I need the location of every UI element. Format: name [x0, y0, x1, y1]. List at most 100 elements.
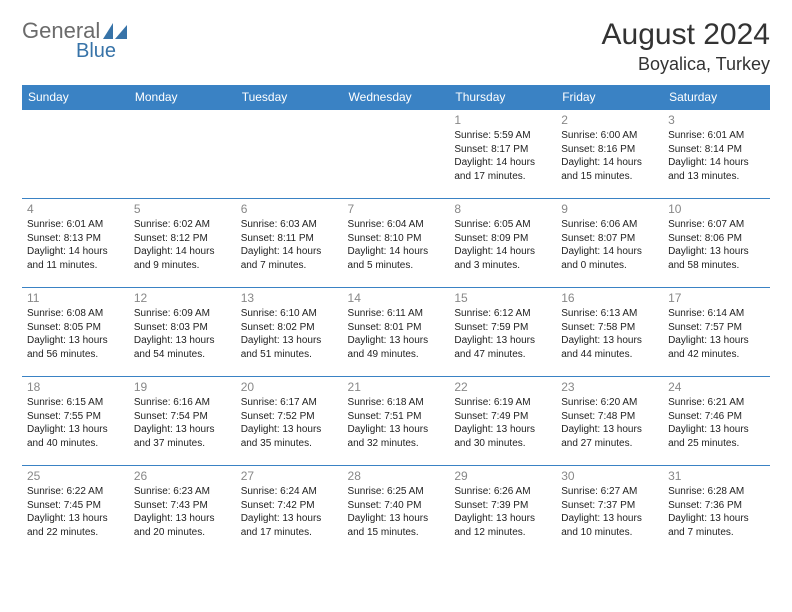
calendar-day-cell: 24Sunrise: 6:21 AMSunset: 7:46 PMDayligh… — [663, 377, 770, 466]
daylight-line: Daylight: 13 hours and 15 minutes. — [348, 512, 445, 539]
calendar-day-cell: 9Sunrise: 6:06 AMSunset: 8:07 PMDaylight… — [556, 199, 663, 288]
calendar-day-cell — [236, 110, 343, 199]
calendar-day-cell: 10Sunrise: 6:07 AMSunset: 8:06 PMDayligh… — [663, 199, 770, 288]
calendar-day-cell: 26Sunrise: 6:23 AMSunset: 7:43 PMDayligh… — [129, 466, 236, 555]
sunset-line: Sunset: 7:58 PM — [561, 321, 658, 335]
day-number: 13 — [241, 291, 338, 305]
sunrise-line: Sunrise: 6:17 AM — [241, 396, 338, 410]
sunrise-line: Sunrise: 5:59 AM — [454, 129, 551, 143]
day-number: 4 — [27, 202, 124, 216]
logo-sail-icon — [103, 23, 127, 39]
sunrise-line: Sunrise: 6:16 AM — [134, 396, 231, 410]
day-number: 19 — [134, 380, 231, 394]
calendar-day-cell — [129, 110, 236, 199]
day-number: 18 — [27, 380, 124, 394]
calendar-day-cell: 12Sunrise: 6:09 AMSunset: 8:03 PMDayligh… — [129, 288, 236, 377]
day-number: 30 — [561, 469, 658, 483]
day-header: Monday — [129, 85, 236, 110]
location: Boyalica, Turkey — [602, 54, 770, 75]
sunrise-line: Sunrise: 6:13 AM — [561, 307, 658, 321]
day-number: 31 — [668, 469, 765, 483]
daylight-line: Daylight: 13 hours and 25 minutes. — [668, 423, 765, 450]
daylight-line: Daylight: 13 hours and 47 minutes. — [454, 334, 551, 361]
daylight-line: Daylight: 13 hours and 17 minutes. — [241, 512, 338, 539]
day-number: 27 — [241, 469, 338, 483]
sunrise-line: Sunrise: 6:10 AM — [241, 307, 338, 321]
logo: General Blue — [22, 18, 127, 44]
day-number: 1 — [454, 113, 551, 127]
day-header: Tuesday — [236, 85, 343, 110]
day-number: 28 — [348, 469, 445, 483]
day-number: 6 — [241, 202, 338, 216]
sunrise-line: Sunrise: 6:15 AM — [27, 396, 124, 410]
sunrise-line: Sunrise: 6:06 AM — [561, 218, 658, 232]
sunset-line: Sunset: 7:40 PM — [348, 499, 445, 513]
logo-text-blue: Blue — [76, 40, 116, 63]
daylight-line: Daylight: 13 hours and 32 minutes. — [348, 423, 445, 450]
daylight-line: Daylight: 14 hours and 3 minutes. — [454, 245, 551, 272]
daylight-line: Daylight: 14 hours and 7 minutes. — [241, 245, 338, 272]
day-number: 16 — [561, 291, 658, 305]
sunset-line: Sunset: 8:11 PM — [241, 232, 338, 246]
calendar-day-cell: 31Sunrise: 6:28 AMSunset: 7:36 PMDayligh… — [663, 466, 770, 555]
calendar-day-cell: 4Sunrise: 6:01 AMSunset: 8:13 PMDaylight… — [22, 199, 129, 288]
calendar-week-row: 25Sunrise: 6:22 AMSunset: 7:45 PMDayligh… — [22, 466, 770, 555]
sunset-line: Sunset: 7:48 PM — [561, 410, 658, 424]
sunset-line: Sunset: 8:05 PM — [27, 321, 124, 335]
daylight-line: Daylight: 13 hours and 7 minutes. — [668, 512, 765, 539]
calendar-day-cell: 22Sunrise: 6:19 AMSunset: 7:49 PMDayligh… — [449, 377, 556, 466]
sunrise-line: Sunrise: 6:24 AM — [241, 485, 338, 499]
day-header: Wednesday — [343, 85, 450, 110]
calendar-day-cell: 15Sunrise: 6:12 AMSunset: 7:59 PMDayligh… — [449, 288, 556, 377]
sunset-line: Sunset: 8:09 PM — [454, 232, 551, 246]
calendar-day-cell: 6 Sunrise: 6:03 AMSunset: 8:11 PMDaylight… — [236, 199, 343, 288]
calendar-day-cell: 18Sunrise: 6:15 AMSunset: 7:55 PMDayligh… — [22, 377, 129, 466]
day-number: 26 — [134, 469, 231, 483]
calendar-table: SundayMondayTuesdayWednesdayThursdayFrid… — [22, 85, 770, 554]
sunset-line: Sunset: 7:52 PM — [241, 410, 338, 424]
sunrise-line: Sunrise: 6:23 AM — [134, 485, 231, 499]
sunset-line: Sunset: 7:55 PM — [27, 410, 124, 424]
calendar-day-cell: 7Sunrise: 6:04 AMSunset: 8:10 PMDaylight… — [343, 199, 450, 288]
daylight-line: Daylight: 13 hours and 44 minutes. — [561, 334, 658, 361]
sunset-line: Sunset: 8:01 PM — [348, 321, 445, 335]
calendar-day-cell: 1Sunrise: 5:59 AMSunset: 8:17 PMDaylight… — [449, 110, 556, 199]
daylight-line: Daylight: 14 hours and 17 minutes. — [454, 156, 551, 183]
day-number: 5 — [134, 202, 231, 216]
sunrise-line: Sunrise: 6:02 AM — [134, 218, 231, 232]
day-number: 11 — [27, 291, 124, 305]
calendar-week-row: 1Sunrise: 5:59 AMSunset: 8:17 PMDaylight… — [22, 110, 770, 199]
calendar-day-cell: 28Sunrise: 6:25 AMSunset: 7:40 PMDayligh… — [343, 466, 450, 555]
sunset-line: Sunset: 7:51 PM — [348, 410, 445, 424]
daylight-line: Daylight: 13 hours and 58 minutes. — [668, 245, 765, 272]
day-number: 7 — [348, 202, 445, 216]
day-number: 3 — [668, 113, 765, 127]
calendar-day-cell — [343, 110, 450, 199]
calendar-day-cell: 13Sunrise: 6:10 AMSunset: 8:02 PMDayligh… — [236, 288, 343, 377]
sunrise-line: Sunrise: 6:03 AM — [241, 218, 338, 232]
title-block: August 2024 Boyalica, Turkey — [602, 18, 770, 75]
day-number: 20 — [241, 380, 338, 394]
daylight-line: Daylight: 14 hours and 0 minutes. — [561, 245, 658, 272]
calendar-week-row: 4Sunrise: 6:01 AMSunset: 8:13 PMDaylight… — [22, 199, 770, 288]
day-number: 24 — [668, 380, 765, 394]
day-number: 10 — [668, 202, 765, 216]
daylight-line: Daylight: 13 hours and 51 minutes. — [241, 334, 338, 361]
sunrise-line: Sunrise: 6:19 AM — [454, 396, 551, 410]
day-header: Sunday — [22, 85, 129, 110]
sunrise-line: Sunrise: 6:12 AM — [454, 307, 551, 321]
day-number: 2 — [561, 113, 658, 127]
day-number: 12 — [134, 291, 231, 305]
daylight-line: Daylight: 13 hours and 27 minutes. — [561, 423, 658, 450]
daylight-line: Daylight: 13 hours and 37 minutes. — [134, 423, 231, 450]
calendar-day-cell: 21Sunrise: 6:18 AMSunset: 7:51 PMDayligh… — [343, 377, 450, 466]
daylight-line: Daylight: 13 hours and 42 minutes. — [668, 334, 765, 361]
sunset-line: Sunset: 8:06 PM — [668, 232, 765, 246]
daylight-line: Daylight: 13 hours and 20 minutes. — [134, 512, 231, 539]
sunrise-line: Sunrise: 6:05 AM — [454, 218, 551, 232]
day-number: 21 — [348, 380, 445, 394]
sunrise-line: Sunrise: 6:01 AM — [668, 129, 765, 143]
day-number: 25 — [27, 469, 124, 483]
daylight-line: Daylight: 14 hours and 11 minutes. — [27, 245, 124, 272]
daylight-line: Daylight: 13 hours and 22 minutes. — [27, 512, 124, 539]
